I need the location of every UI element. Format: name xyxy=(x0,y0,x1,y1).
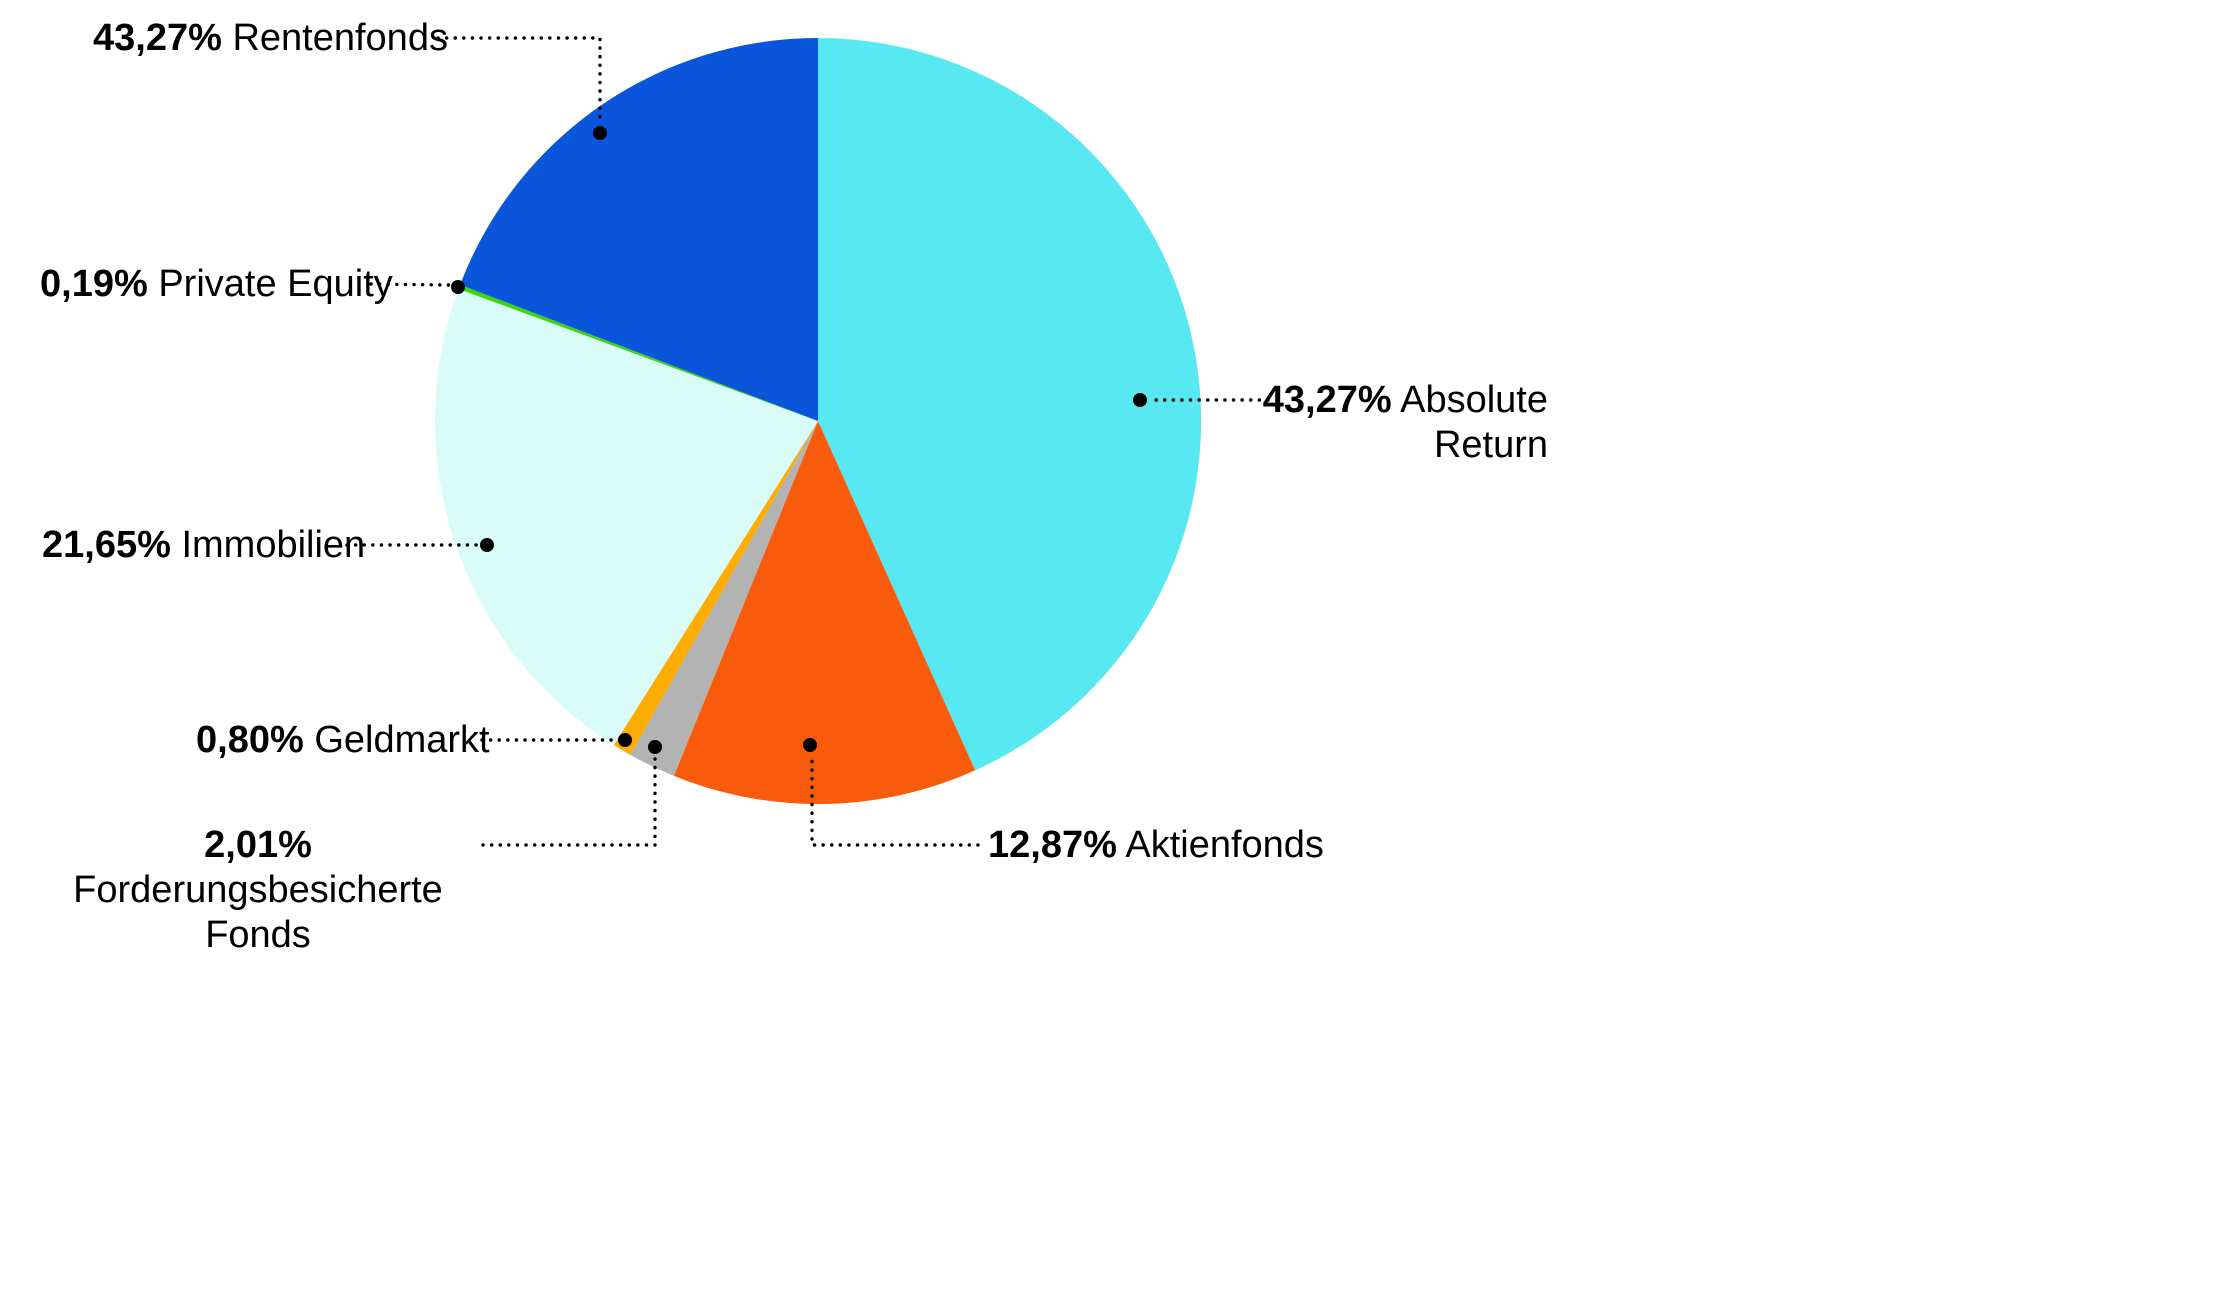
leader-dot-geldmarkt xyxy=(618,733,632,747)
name-absolute-return: Absolute Return xyxy=(1400,379,1548,466)
leader-line-rentenfonds xyxy=(436,36,602,126)
pie-slices-group xyxy=(435,37,1202,805)
pie-slice-private-equity xyxy=(458,284,818,421)
pie-slice-absolute-return xyxy=(818,37,1202,771)
pie-slice-rentenfonds xyxy=(460,38,818,421)
label-rentenfonds: 43,27% Rentenfonds xyxy=(93,16,448,61)
label-geldmarkt: 0,80% Geldmarkt xyxy=(196,718,490,763)
pie-slice-geldmarkt xyxy=(613,421,818,755)
label-private-equity: 0,19% Private Equity xyxy=(40,262,393,307)
label-absolute-return: 43,27% Absolute Return xyxy=(1248,378,1548,468)
label-immobilien: 21,65% Immobilien xyxy=(42,523,365,568)
name-forderungsbesicherte-fonds: Forderungsbesicherte Fonds xyxy=(73,868,443,956)
leader-dot-forderungsbesicherte-fonds xyxy=(648,740,662,754)
pie-slice-immobilien xyxy=(435,289,818,745)
name-immobilien: Immobilien xyxy=(181,524,366,566)
pie-slice-forderungsbesicherte-fonds xyxy=(630,421,818,776)
leader-dot-rentenfonds xyxy=(593,126,607,140)
name-private-equity: Private Equity xyxy=(158,263,393,305)
pct-rentenfonds: 43,27% xyxy=(93,17,222,59)
leader-dot-immobilien xyxy=(480,538,494,552)
leader-line-forderungsbesicherte-fonds xyxy=(481,756,657,847)
leader-line-aktienfonds xyxy=(810,754,980,847)
leader-dot-absolute-return xyxy=(1133,393,1147,407)
pct-private-equity: 0,19% xyxy=(40,263,148,305)
pct-immobilien: 21,65% xyxy=(42,524,171,566)
pct-forderungsbesicherte-fonds: 2,01% xyxy=(204,824,312,866)
pct-aktienfonds: 12,87% xyxy=(988,824,1117,866)
name-aktienfonds: Aktienfonds xyxy=(1125,824,1324,866)
name-rentenfonds: Rentenfonds xyxy=(232,17,448,59)
name-geldmarkt: Geldmarkt xyxy=(314,719,490,761)
leader-lines-group xyxy=(345,36,1270,847)
leader-dot-private-equity xyxy=(451,280,465,294)
label-forderungsbesicherte-fonds: 2,01% Forderungsbesicherte Fonds xyxy=(22,823,494,957)
pct-geldmarkt: 0,80% xyxy=(196,719,304,761)
label-aktienfonds: 12,87% Aktienfonds xyxy=(988,823,1324,868)
leader-dot-aktienfonds xyxy=(803,738,817,752)
pct-absolute-return: 43,27% xyxy=(1262,379,1392,421)
pie-slice-aktienfonds xyxy=(673,421,976,805)
